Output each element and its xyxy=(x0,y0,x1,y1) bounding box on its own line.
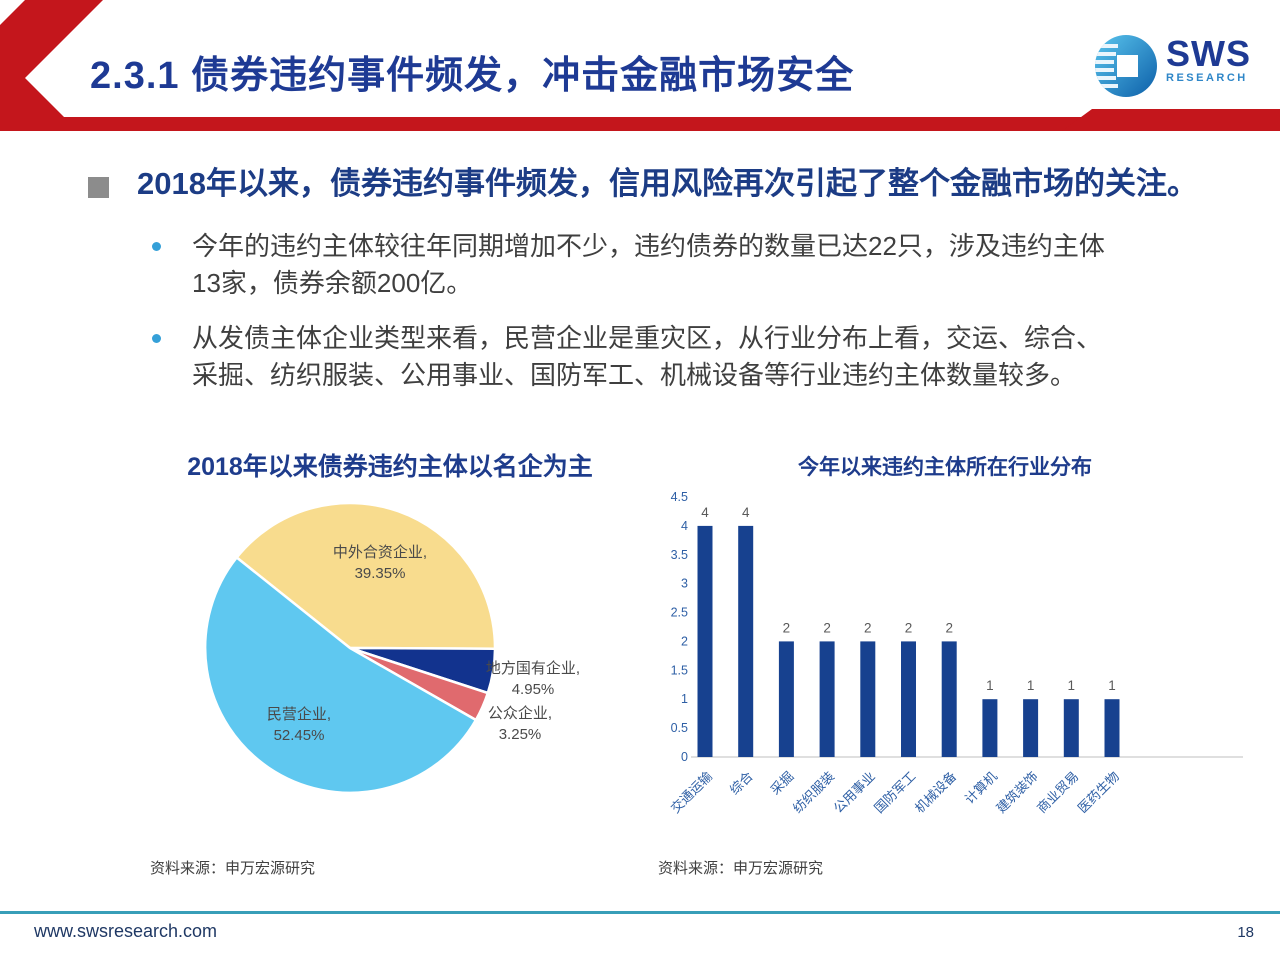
pie-slice-label: 公众企业, 3.25% xyxy=(488,704,552,743)
bar-value-label: 2 xyxy=(864,620,872,635)
square-bullet-icon xyxy=(88,177,109,198)
bar xyxy=(901,641,916,757)
y-axis-tick-label: 0 xyxy=(681,750,688,764)
bar xyxy=(860,641,876,757)
x-axis-category-label: 国防军工 xyxy=(871,769,918,816)
pie-slice xyxy=(235,501,497,650)
y-axis-tick-label: 3.5 xyxy=(671,548,688,562)
pie-chart-title: 2018年以来债券违约主体以名企为主 xyxy=(187,453,593,481)
bar-value-label: 2 xyxy=(905,620,913,635)
sub-bullet-2-text: 从发债主体企业类型来看，民营企业是重灾区，从行业分布上看，交运、综合、 采掘、纺织… xyxy=(192,323,1103,390)
bar-value-label: 1 xyxy=(1027,678,1035,693)
header-chevron-icon xyxy=(0,0,103,131)
x-axis-category-label: 公用事业 xyxy=(831,769,878,816)
pie-slice-label: 民营企业, 52.45% xyxy=(267,705,331,744)
pie-slice-label: 中外合资企业, 39.35% xyxy=(333,543,427,582)
x-axis-category-label: 机械设备 xyxy=(912,769,959,816)
bar-value-label: 2 xyxy=(783,620,791,635)
bar xyxy=(819,641,835,757)
header-red-bar-step xyxy=(1062,109,1280,131)
bar xyxy=(1023,699,1039,757)
bar-value-label: 1 xyxy=(986,678,994,693)
bar-value-label: 4 xyxy=(701,505,709,520)
bar xyxy=(697,525,713,757)
sws-logo-text: SWS RESEARCH xyxy=(1166,33,1252,85)
main-bullet: 2018年以来，债券违约事件频发，信用风险再次引起了整个金融市场的关注。 xyxy=(88,163,1238,205)
bar-value-label: 2 xyxy=(823,620,831,635)
sub-bullet-1: 今年的违约主体较往年同期增加不少，违约债券的数量已达22只，涉及违约主体 13家，… xyxy=(152,228,1222,302)
page-title: 2.3.1 债券违约事件频发，冲击金融市场安全 xyxy=(90,55,855,97)
y-axis-tick-label: 2 xyxy=(681,634,688,648)
header-decoration xyxy=(0,0,1280,131)
x-axis-category-label: 商业贸易 xyxy=(1034,769,1081,816)
bar-source-note: 资料来源：申万宏源研究 xyxy=(658,860,824,877)
bar xyxy=(738,525,754,757)
x-axis-category-label: 采掘 xyxy=(768,769,797,798)
sub-bullet-2: 从发债主体企业类型来看，民营企业是重灾区，从行业分布上看，交运、综合、 采掘、纺织… xyxy=(152,320,1222,394)
y-axis-tick-label: 0.5 xyxy=(671,721,688,735)
bar xyxy=(941,641,957,757)
bar-value-label: 1 xyxy=(1108,678,1116,693)
sws-globe-icon xyxy=(1095,35,1157,97)
bar-value-label: 1 xyxy=(1068,678,1076,693)
footer-divider xyxy=(0,911,1280,914)
bar-value-label: 2 xyxy=(945,620,953,635)
dot-bullet-icon xyxy=(152,334,161,343)
sws-sub-brand: RESEARCH xyxy=(1166,72,1248,84)
x-axis-category-label: 纺织服装 xyxy=(790,769,837,816)
bar xyxy=(982,699,998,757)
x-axis-category-label: 计算机 xyxy=(962,769,1000,807)
sws-brand: SWS xyxy=(1166,33,1252,74)
bar-chart: 0 0.5 1 1.5 2 2.5 3 3.5 4 4.5 4 交通运输 4 综合 2 采掘 2 纺织服装 2 公用事… xyxy=(668,490,1243,816)
y-axis-tick-label: 1.5 xyxy=(671,663,688,677)
pie-slice-label: 地方国有企业, 4.95% xyxy=(486,659,580,698)
x-axis-category-label: 医药生物 xyxy=(1075,769,1122,816)
main-bullet-text: 2018年以来，债券违约事件频发，信用风险再次引起了整个金融市场的关注。 xyxy=(137,166,1198,201)
bar-value-label: 4 xyxy=(742,505,750,520)
x-axis-category-label: 综合 xyxy=(727,769,756,798)
bar xyxy=(1104,699,1120,757)
y-axis-tick-label: 4.5 xyxy=(671,490,688,504)
bar-chart-title: 今年以来违约主体所在行业分布 xyxy=(798,456,1092,479)
bar xyxy=(1063,699,1079,757)
dot-bullet-icon xyxy=(152,242,161,251)
y-axis-tick-label: 3 xyxy=(681,577,688,591)
y-axis-tick-label: 4 xyxy=(681,519,688,533)
x-axis-category-label: 建筑装饰 xyxy=(993,769,1040,816)
page-number: 18 xyxy=(1237,924,1254,941)
header-red-bar xyxy=(0,117,1280,131)
sub-bullet-1-text: 今年的违约主体较往年同期增加不少，违约债券的数量已达22只，涉及违约主体 13家，… xyxy=(192,231,1105,298)
bar xyxy=(778,641,794,757)
y-axis-tick-label: 1 xyxy=(681,692,688,706)
x-axis-category-label: 交通运输 xyxy=(668,769,715,816)
y-axis-tick-label: 2.5 xyxy=(671,606,688,620)
sws-logo: SWS RESEARCH xyxy=(1092,30,1262,106)
pie-source-note: 资料来源：申万宏源研究 xyxy=(150,860,316,877)
pie-slice xyxy=(203,556,478,795)
footer-url[interactable]: www.swsresearch.com xyxy=(34,921,218,941)
pie-chart: 中外合资企业, 39.35% 地方国有企业, 4.95% 公众企业, 3.25% 民营企业,… xyxy=(203,501,580,795)
